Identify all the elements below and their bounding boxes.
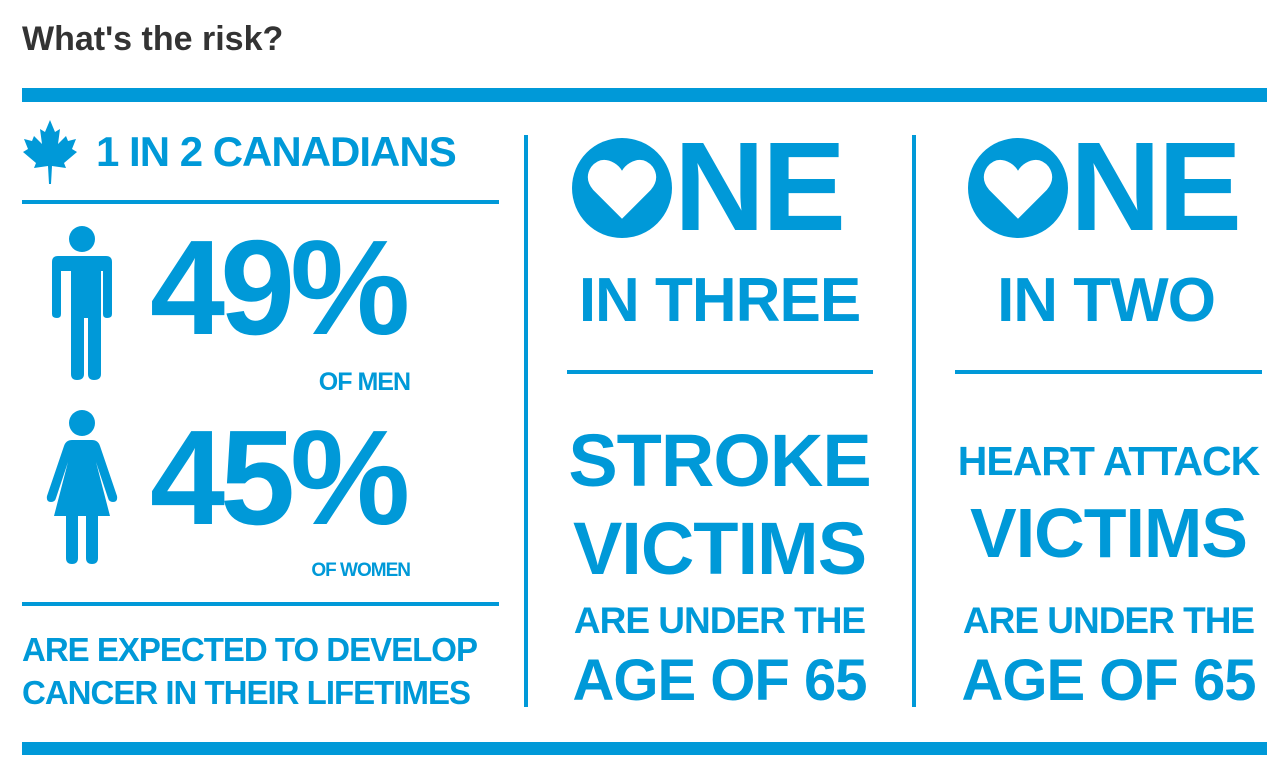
maple-leaf-icon: [23, 120, 77, 184]
heart-o-icon: [572, 138, 672, 238]
cancer-footer-line1: ARE EXPECTED TO DEVELOP: [22, 631, 478, 668]
men-label: OF MEN: [318, 368, 411, 396]
column-divider: [912, 135, 916, 707]
heart-line1: HEART ATTACK: [957, 438, 1261, 484]
stroke-one: NE: [674, 116, 846, 257]
stroke-ratio: IN THREE: [578, 266, 861, 335]
divider: [22, 200, 499, 204]
women-percentage: 45%: [150, 402, 410, 553]
divider: [22, 602, 499, 606]
heart-one: NE: [1070, 116, 1242, 257]
men-percentage: 49%: [150, 212, 410, 363]
top-divider: [22, 88, 1267, 102]
heart-line3: ARE UNDER THE: [962, 600, 1255, 641]
heart-line4: AGE OF 65: [961, 648, 1257, 713]
page-title: What's the risk?: [22, 20, 284, 58]
stroke-line2: VICTIMS: [572, 507, 867, 590]
stroke-line1: STROKE: [568, 419, 871, 502]
heart-o-icon: [968, 138, 1068, 238]
heart-line2: VICTIMS: [970, 494, 1248, 572]
women-label: OF WOMEN: [311, 560, 411, 581]
column-divider: [524, 135, 528, 707]
cancer-headline: 1 IN 2 CANADIANS: [96, 128, 457, 175]
stroke-line3: ARE UNDER THE: [573, 600, 866, 641]
divider: [955, 370, 1262, 374]
heart-ratio: IN TWO: [997, 266, 1216, 335]
bottom-divider: [22, 742, 1267, 755]
cancer-footer-line2: CANCER IN THEIR LIFETIMES: [22, 674, 471, 711]
woman-icon: [46, 410, 118, 564]
man-icon: [52, 226, 112, 380]
divider: [567, 370, 873, 374]
stroke-line4: AGE OF 65: [572, 648, 868, 713]
